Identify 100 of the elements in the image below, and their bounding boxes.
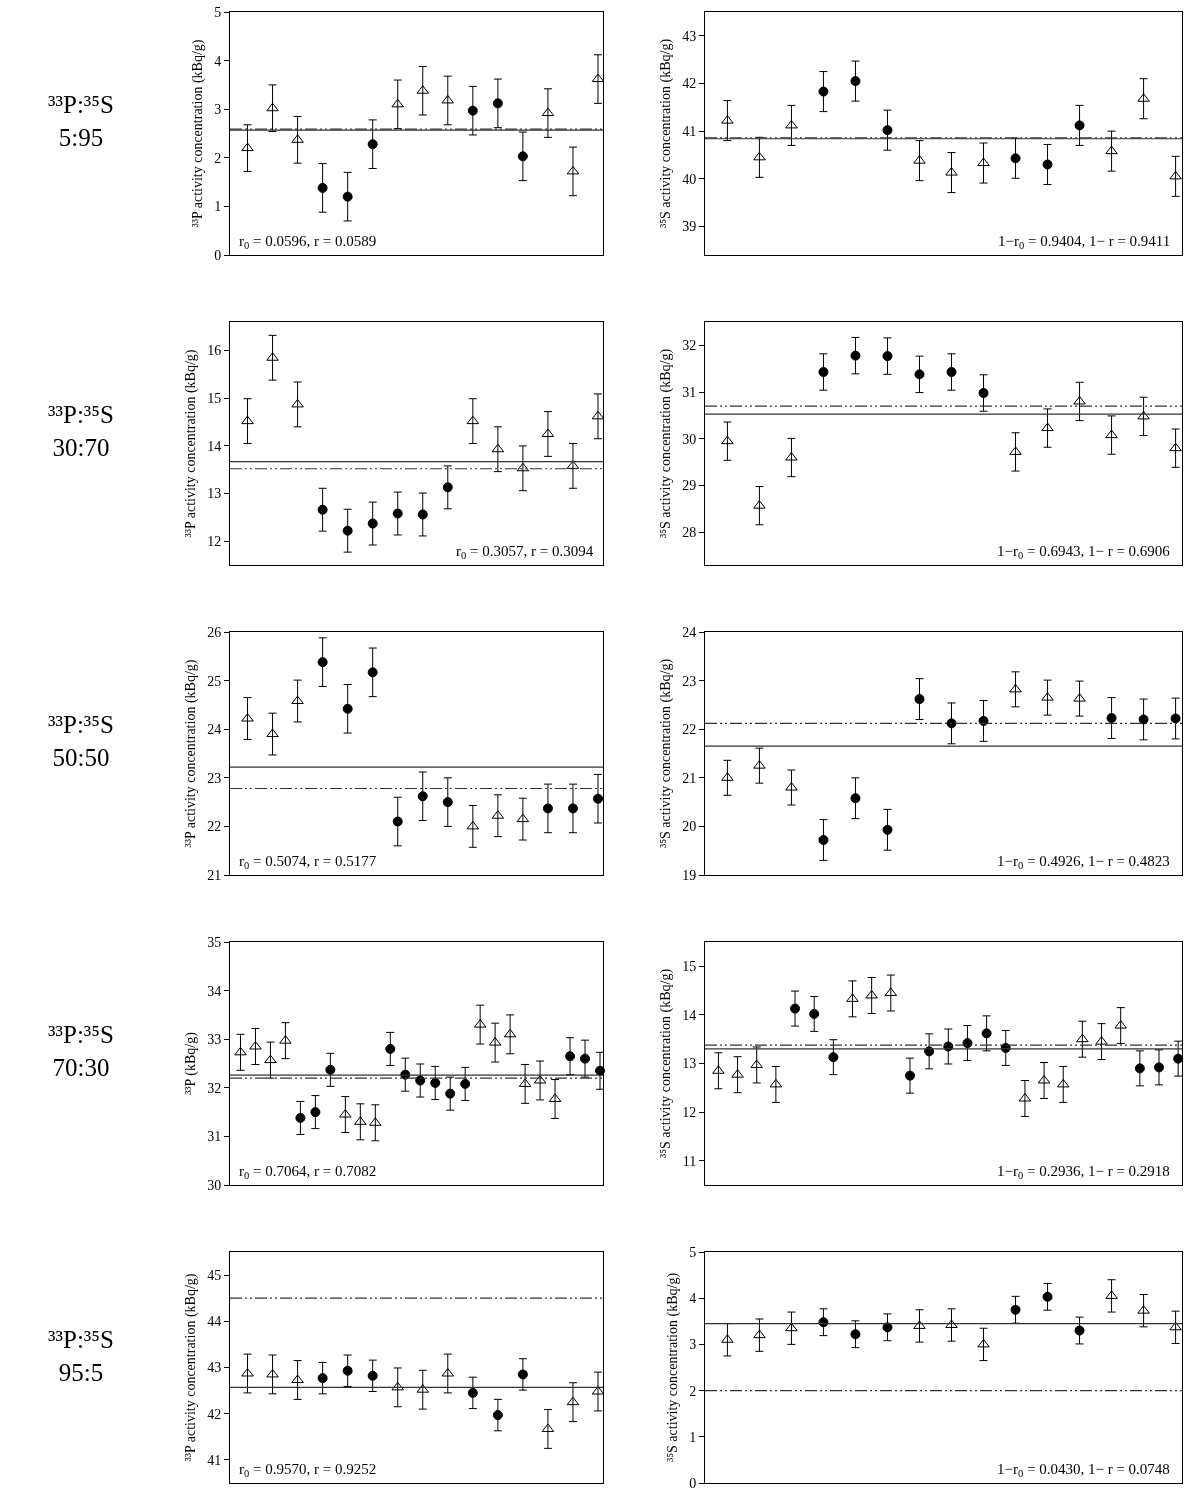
y-tick-label: 5: [214, 4, 222, 20]
point: [1041, 422, 1054, 432]
point: [317, 504, 328, 515]
point: [291, 695, 304, 705]
y-tick-label: 33: [207, 1032, 222, 1048]
point: [310, 1107, 321, 1118]
point: [385, 1043, 396, 1054]
point: [818, 86, 829, 97]
point: [567, 803, 578, 814]
text: ³³P:³⁵S 5:95: [48, 91, 114, 151]
point: [392, 816, 403, 827]
point: [417, 509, 428, 520]
point: [882, 125, 893, 136]
y-tick-label: 11: [682, 1153, 697, 1169]
point: [1010, 1304, 1021, 1315]
point: [850, 350, 861, 361]
y-tick-label: 2: [214, 150, 222, 166]
point: [1173, 1053, 1184, 1064]
y-tick-label: 0: [214, 247, 222, 263]
y-tick-label: 1: [214, 199, 222, 215]
y-axis-title: ³³P activity concentration (kBq/g): [182, 349, 199, 538]
point: [516, 813, 530, 823]
point: [818, 835, 829, 846]
point: [442, 482, 453, 493]
point: [417, 791, 428, 802]
y-tick-label: 14: [207, 438, 222, 454]
point: [1018, 1092, 1032, 1102]
y-tick-label: 32: [682, 338, 697, 354]
point: [466, 820, 480, 830]
text: ³³P:³⁵S 70:30: [48, 1021, 114, 1081]
point: [392, 508, 403, 519]
point: [1169, 170, 1182, 180]
point: [828, 1052, 839, 1063]
y-tick-label: 15: [207, 391, 222, 407]
point: [317, 182, 328, 193]
point: [904, 1070, 915, 1081]
point: [491, 443, 505, 453]
point: [541, 107, 555, 117]
point: [1042, 1291, 1053, 1302]
point: [1137, 410, 1150, 420]
y-tick-label: 26: [207, 624, 222, 640]
point: [946, 367, 957, 377]
annotation: 1−r$_{0}$ = 0.6943, 1− r = 0.6906: [997, 543, 1171, 562]
y-tick-label: 42: [207, 1406, 222, 1422]
point: [591, 73, 605, 83]
y-tick-label: 25: [207, 673, 222, 689]
point: [492, 98, 503, 109]
point: [850, 76, 861, 87]
y-tick-label: 12: [207, 534, 222, 550]
annotation: r$_{0}$ = 0.3057, r = 0.3094: [456, 543, 594, 562]
y-tick-label: 31: [682, 385, 697, 400]
point: [1105, 145, 1118, 155]
point: [460, 1078, 471, 1089]
point: [342, 191, 353, 202]
y-axis-title: ³⁵S activity concentration (kBq/g): [657, 968, 674, 1159]
point: [517, 1369, 528, 1380]
y-tick-label: 2: [689, 1383, 697, 1399]
point: [1009, 683, 1022, 693]
y-tick-label: 3: [214, 102, 222, 118]
y-tick-label: 16: [207, 343, 222, 359]
y-tick-label: 12: [682, 1105, 697, 1120]
y-tick-label: 23: [682, 673, 697, 689]
y-tick-label: 0: [689, 1475, 697, 1491]
y-tick-label: 13: [682, 1056, 697, 1072]
annotation: r$_{0}$ = 0.9570, r = 0.9252: [239, 1461, 377, 1480]
point: [914, 369, 925, 380]
y-axis-title: ³³P (kBq/g): [182, 1031, 199, 1095]
y-tick-label: 1: [689, 1429, 697, 1445]
point: [430, 1077, 441, 1088]
y-tick-label: 15: [682, 959, 697, 975]
y-tick-label: 42: [682, 76, 697, 92]
point: [1010, 153, 1021, 164]
point: [882, 351, 893, 362]
y-tick-label: 35: [207, 934, 222, 950]
point: [914, 694, 925, 705]
y-axis-title: ³⁵S activity concentration (kBq/g): [657, 658, 674, 849]
y-tick-label: 34: [207, 983, 222, 999]
point: [492, 1410, 503, 1421]
point: [977, 157, 990, 167]
point: [721, 435, 734, 445]
point: [467, 1387, 478, 1398]
y-tick-label: 41: [682, 124, 697, 140]
point: [367, 1370, 378, 1381]
y-tick-label: 21: [207, 867, 222, 883]
point: [241, 415, 254, 425]
point: [367, 667, 378, 678]
y-tick-label: 30: [682, 431, 697, 447]
point: [342, 1365, 353, 1376]
point: [1169, 1321, 1182, 1331]
point: [753, 151, 766, 161]
point: [342, 525, 353, 536]
y-tick-label: 4: [214, 53, 222, 69]
y-axis-title: ³⁵S activity concentration (kBq/g): [664, 1272, 681, 1463]
y-tick-label: 20: [682, 819, 697, 835]
point: [516, 462, 530, 472]
y-tick-label: 21: [682, 770, 697, 786]
y-tick-label: 28: [682, 525, 697, 541]
point: [591, 410, 605, 420]
point: [445, 1088, 456, 1099]
annotation: 1−r$_{0}$ = 0.4926, 1− r = 0.4823: [997, 853, 1170, 872]
